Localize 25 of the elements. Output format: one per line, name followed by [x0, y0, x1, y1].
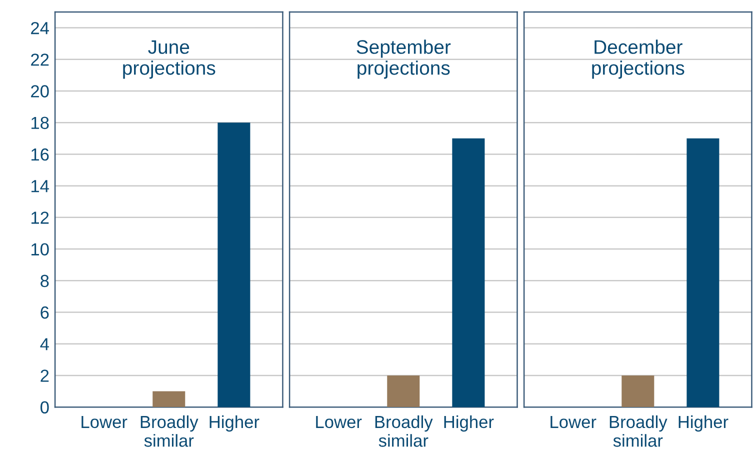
x-tick-label: Higher — [444, 415, 494, 432]
x-tick-label: Broadly similar — [140, 415, 198, 447]
x-tick-label: Broadly similar — [375, 415, 433, 447]
x-tick-label: Broadly similar — [610, 415, 668, 447]
y-tick-label: 0 — [40, 401, 49, 414]
y-tick-label: 8 — [40, 274, 49, 288]
y-tick-label: 18 — [32, 116, 49, 130]
annotation: June projections — [123, 40, 216, 79]
y-tick-label: 22 — [31, 54, 49, 66]
y-tick-label: 12 — [32, 212, 49, 224]
x-tick-label: Lower — [316, 416, 362, 428]
y-tick-label: 16 — [32, 148, 49, 161]
annotation: September projections — [356, 40, 451, 79]
x-tick-label: Higher — [678, 415, 728, 432]
x-tick-label: Lower — [82, 416, 128, 428]
y-tick-label: 6 — [40, 306, 49, 319]
y-tick-label: 20 — [31, 85, 49, 98]
y-tick-label: 14 — [32, 180, 49, 192]
y-tick-label: 10 — [32, 243, 49, 256]
annotation: December projections — [592, 40, 684, 79]
y-tick-label: 2 — [40, 370, 49, 382]
x-tick-label: Lower — [550, 416, 596, 428]
y-tick-label: 24 — [31, 22, 49, 34]
y-tick-label: 4 — [40, 338, 49, 350]
x-tick-label: Higher — [210, 415, 260, 432]
